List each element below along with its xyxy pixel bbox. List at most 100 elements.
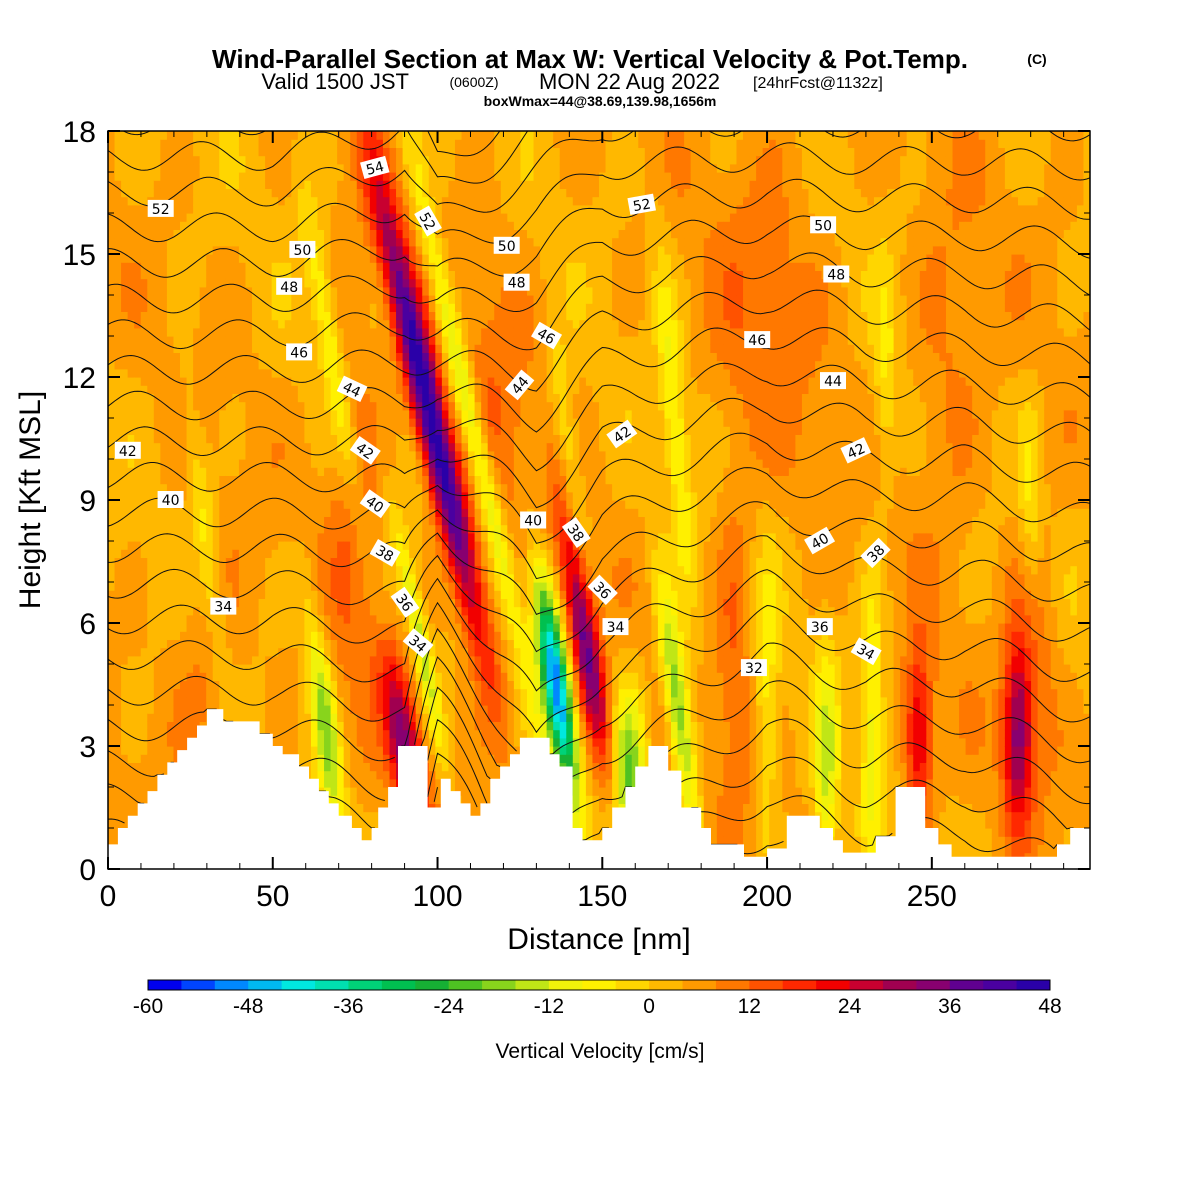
velocity-cell [330, 491, 338, 501]
velocity-cell [435, 532, 443, 542]
velocity-cell [422, 573, 430, 583]
velocity-cell [428, 237, 436, 247]
velocity-cell [396, 442, 404, 452]
velocity-cell [422, 721, 430, 731]
velocity-cell [121, 434, 129, 444]
velocity-cell [461, 557, 469, 567]
velocity-cell [468, 647, 476, 657]
velocity-cell [166, 393, 175, 403]
velocity-cell [212, 500, 220, 509]
velocity-cell [134, 565, 142, 575]
velocity-cell [127, 491, 135, 501]
velocity-cell [297, 360, 305, 370]
velocity-cell [422, 705, 430, 714]
velocity-cell [343, 524, 351, 534]
velocity-cell [356, 204, 364, 214]
velocity-cell [271, 598, 279, 608]
velocity-cell [258, 639, 266, 649]
velocity-cell [324, 311, 332, 321]
velocity-cell [297, 549, 305, 558]
velocity-cell [121, 286, 129, 296]
velocity-cell [389, 639, 397, 649]
velocity-cell [193, 221, 201, 230]
velocity-cell [396, 172, 404, 181]
velocity-cell [428, 754, 436, 763]
velocity-cell [186, 393, 194, 403]
velocity-cell [304, 262, 312, 271]
velocity-cell [173, 278, 181, 288]
velocity-cell [291, 737, 299, 747]
velocity-cell [153, 549, 161, 558]
velocity-cell [396, 688, 404, 698]
velocity-cell [108, 450, 116, 460]
velocity-cell [258, 204, 266, 214]
velocity-cell [297, 483, 305, 493]
velocity-cell [160, 245, 168, 255]
velocity-cell [461, 360, 469, 370]
velocity-cell [317, 147, 325, 157]
velocity-cell [389, 737, 397, 747]
velocity-cell [219, 524, 227, 534]
velocity-cell [284, 582, 292, 591]
velocity-cell [225, 311, 233, 321]
velocity-cell [389, 254, 397, 263]
velocity-cell [245, 180, 253, 189]
velocity-cell [271, 491, 279, 501]
velocity-cell [278, 483, 286, 493]
velocity-cell [284, 319, 292, 329]
velocity-cell [317, 196, 325, 206]
velocity-cell [199, 295, 207, 304]
velocity-cell [265, 254, 273, 263]
velocity-cell [461, 155, 469, 165]
velocity-cell [454, 557, 463, 567]
velocity-cell [166, 426, 175, 435]
velocity-cell [317, 631, 325, 640]
velocity-cell [160, 278, 168, 288]
velocity-cell [441, 500, 450, 509]
velocity-cell [160, 762, 168, 772]
velocity-cell [396, 319, 404, 329]
velocity-cell [310, 188, 319, 198]
velocity-cell [317, 221, 325, 230]
velocity-cell [317, 377, 325, 386]
velocity-cell [265, 393, 273, 403]
velocity-cell [245, 713, 253, 722]
velocity-cell [271, 434, 279, 444]
velocity-cell [238, 237, 247, 247]
velocity-cell [180, 147, 188, 157]
velocity-cell [350, 147, 358, 157]
velocity-cell [252, 573, 260, 583]
velocity-cell [337, 311, 345, 321]
velocity-cell [317, 500, 325, 509]
velocity-cell [422, 549, 430, 558]
velocity-cell [160, 557, 168, 567]
velocity-cell [454, 245, 463, 255]
velocity-cell [180, 598, 188, 608]
velocity-cell [435, 204, 443, 214]
velocity-cell [245, 688, 253, 698]
velocity-cell [461, 541, 469, 550]
velocity-cell [271, 163, 279, 173]
velocity-cell [127, 729, 135, 739]
velocity-cell [160, 393, 168, 403]
velocity-cell [245, 352, 253, 362]
velocity-cell [212, 475, 220, 485]
velocity-cell [415, 229, 423, 239]
velocity-cell [396, 573, 404, 583]
velocity-cell [428, 319, 436, 329]
velocity-cell [310, 696, 319, 706]
velocity-cell [396, 352, 404, 362]
velocity-cell [108, 778, 116, 788]
velocity-cell [317, 286, 325, 296]
velocity-cell [376, 327, 384, 337]
velocity-cell [389, 139, 397, 148]
velocity-cell [415, 606, 423, 616]
velocity-cell [350, 573, 358, 583]
velocity-cell [324, 754, 332, 763]
velocity-cell [252, 508, 260, 517]
velocity-cell [199, 664, 207, 673]
velocity-cell [291, 221, 299, 230]
velocity-cell [134, 368, 142, 378]
velocity-cell [225, 688, 233, 698]
velocity-cell [317, 491, 325, 501]
